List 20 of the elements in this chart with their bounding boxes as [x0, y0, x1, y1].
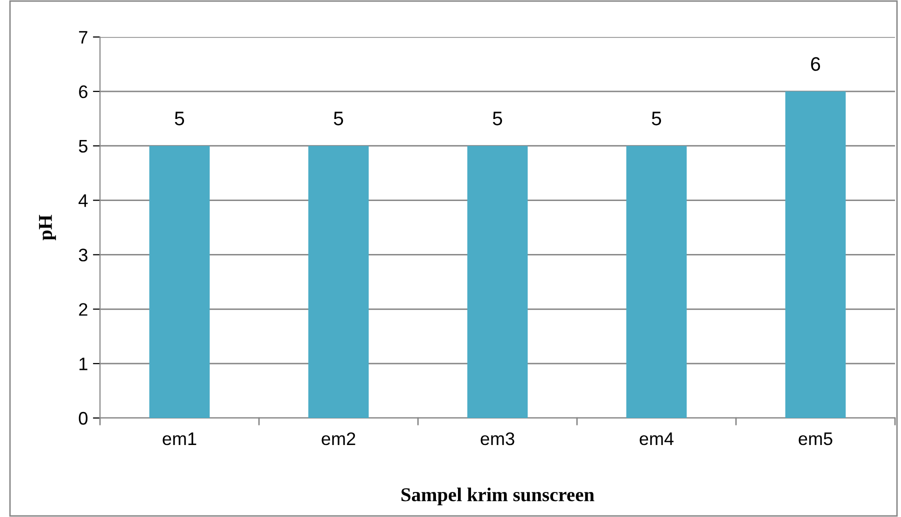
x-tick-label: em3 [480, 432, 514, 446]
x-tick-label: em2 [322, 432, 356, 446]
y-tick-label: 2 [79, 303, 88, 316]
y-tick-label: 4 [78, 194, 88, 207]
data-label: 5 [334, 112, 344, 126]
x-tick-label: em1 [162, 432, 196, 446]
x-tick-label: em5 [798, 432, 832, 446]
data-label: 5 [652, 112, 662, 126]
y-axis-title: pH [39, 214, 56, 240]
data-label: 5 [174, 112, 184, 126]
data-label: 6 [811, 57, 820, 71]
y-tick-label: 5 [78, 140, 88, 153]
x-axis-title: Sampel krim sunscreen [401, 488, 594, 506]
y-tick-label: 7 [79, 31, 88, 44]
y-tick-label: 0 [78, 412, 88, 425]
y-tick-label: 3 [78, 248, 88, 262]
x-tick-label: em4 [640, 432, 674, 446]
y-tick-label: 6 [79, 85, 88, 98]
data-label: 5 [492, 112, 502, 126]
y-tick-label: 1 [80, 358, 88, 370]
